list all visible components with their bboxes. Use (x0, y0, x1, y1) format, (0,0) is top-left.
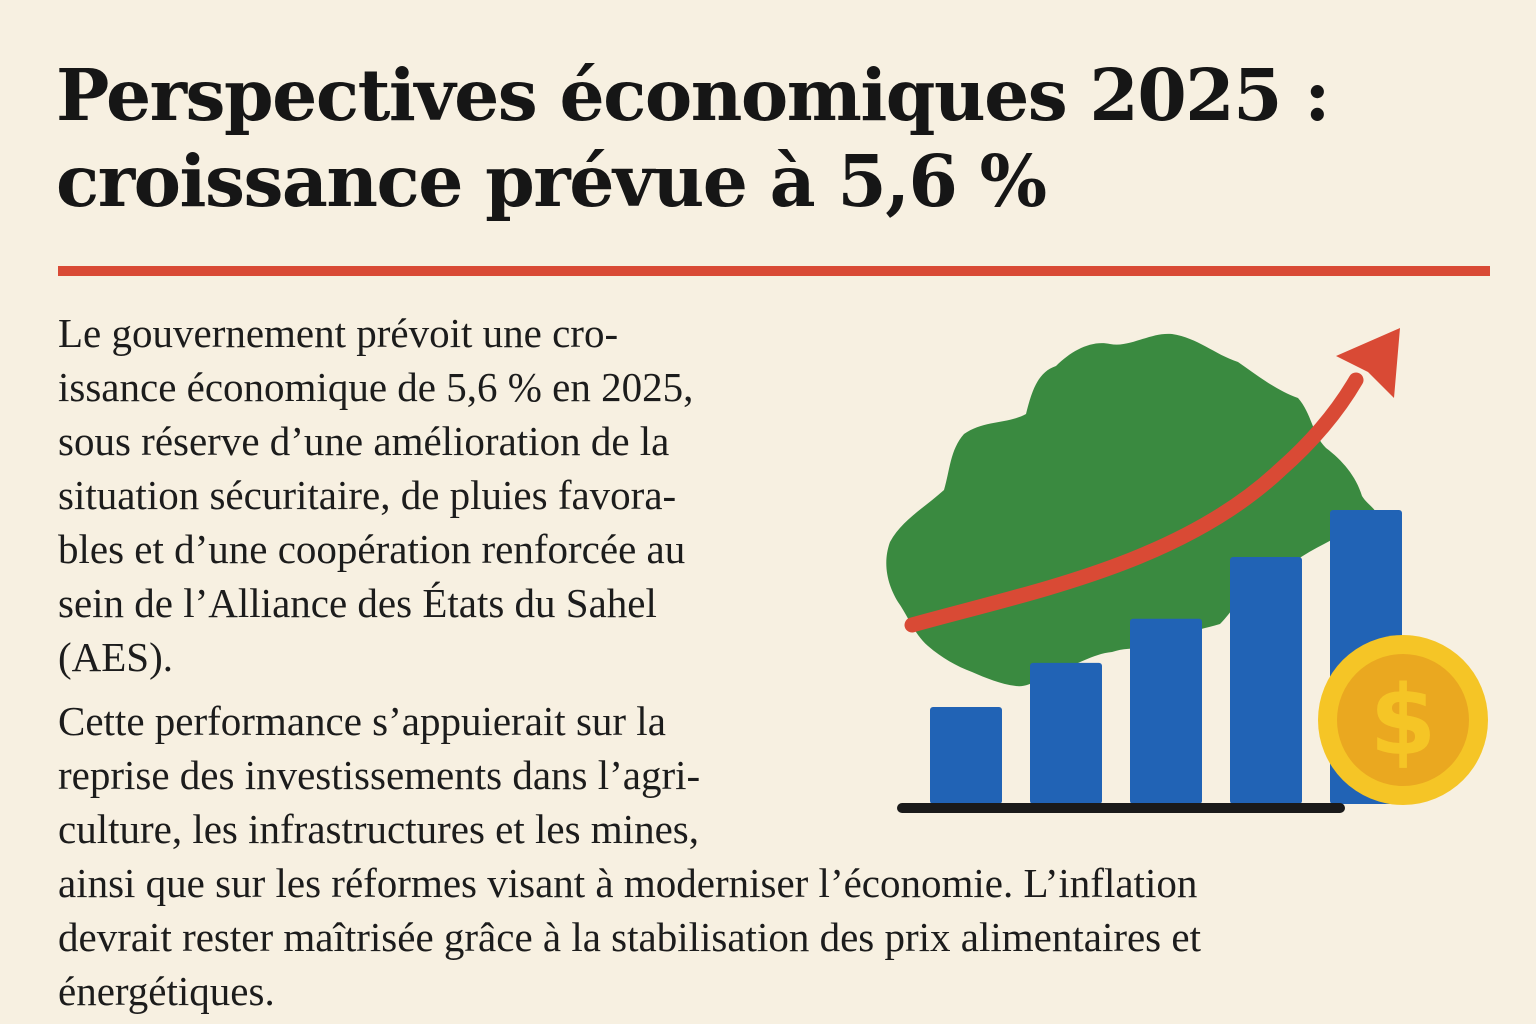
paragraph-2-line: culture, les infrastructures et les mine… (58, 806, 699, 852)
title-divider (58, 266, 1490, 276)
paragraph-1-line: situation sécuritaire, de pluies favora- (58, 472, 677, 518)
chart-bar (1130, 618, 1202, 804)
growth-illustration: $ (886, 328, 1488, 813)
article-paragraph-1: Le gouvernement prévoit une cro- issance… (58, 306, 858, 684)
page-title: Perspectives économiques 2025 : croissan… (56, 52, 1496, 224)
paragraph-2-line: Cette performance s’appuierait sur la (58, 698, 666, 744)
paragraph-1-line: bles et d’une coopération renforcée au (58, 526, 686, 572)
paragraph-1-line: (AES). (58, 634, 174, 680)
chart-bar (930, 706, 1002, 804)
title-line-1: Perspectives économiques 2025 : (56, 53, 1330, 137)
paragraph-2-line: énergétiques. (58, 968, 275, 1014)
paragraph-2-line: ainsi que sur les réformes visant à mode… (58, 860, 1198, 906)
dollar-coin-icon: $ (1318, 635, 1488, 805)
growth-arrow-head (1336, 328, 1400, 398)
paragraph-1-line: sous réserve d’une amélioration de la (58, 418, 670, 464)
article-paragraph-2: Cette performance s’appuierait sur la re… (58, 694, 1498, 1018)
paragraph-1-line: issance économique de 5,6 % en 2025, (58, 364, 694, 410)
paragraph-2-line: devrait rester maîtrisée grâce à la stab… (58, 914, 1201, 960)
paragraph-2-line: reprise des investissements dans l’agri- (58, 752, 701, 798)
coin-dollar-sign: $ (1370, 665, 1437, 777)
coin-inner-face (1337, 654, 1469, 786)
chart-bar (1030, 662, 1102, 804)
paragraph-1-line: sein de l’Alliance des États du Sahel (58, 580, 657, 626)
chart-bar (1230, 557, 1302, 804)
paragraph-1-line: Le gouvernement prévoit une cro- (58, 310, 619, 356)
title-line-2: croissance prévue à 5,6 % (56, 139, 1047, 223)
growth-arrow-icon (904, 372, 1364, 633)
